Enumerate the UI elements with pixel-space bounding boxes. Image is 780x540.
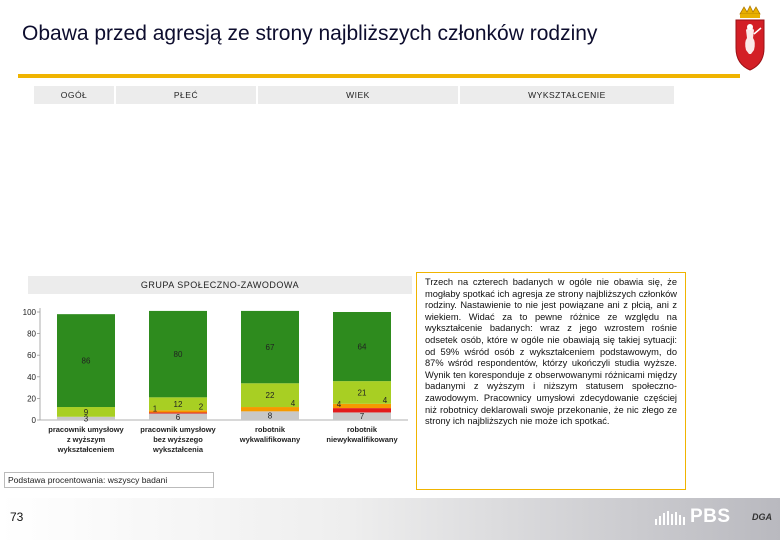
data-label: 21	[358, 388, 367, 397]
header-wyksztalcenie: WYKSZTAŁCENIE	[460, 86, 674, 104]
bar-segment	[149, 413, 207, 420]
bar-segment	[149, 410, 207, 413]
commentary-box: Trzech na czterech badanych w ogóle nie …	[416, 272, 686, 490]
bar-segment	[241, 310, 299, 384]
data-label: 3	[84, 414, 89, 423]
bar-segment	[57, 407, 115, 417]
category-label: pracownik umysłowy	[48, 425, 124, 434]
data-label: 22	[266, 391, 275, 400]
data-label: 4	[337, 400, 342, 409]
data-label: 9	[84, 408, 89, 417]
category-label: wykształcenia	[152, 445, 204, 454]
data-label: 67	[266, 343, 275, 352]
data-label: 2	[199, 402, 204, 411]
y-tick-label: 20	[27, 394, 36, 403]
bar-segment	[149, 412, 207, 414]
data-label: 6	[176, 413, 181, 422]
data-label: 80	[174, 350, 183, 359]
header-ogol: OGÓŁ	[34, 86, 114, 104]
category-label: niewykwalifikowany	[326, 435, 398, 444]
header-wiek: WIEK	[258, 86, 458, 104]
bar-segment	[57, 416, 115, 420]
footnote: Podstawa procentowania: wszyscy badani	[4, 472, 214, 488]
category-label: wykwalifikowany	[239, 435, 301, 444]
y-tick-label: 60	[27, 351, 36, 360]
header-plec: PŁEĆ	[116, 86, 256, 104]
page-number: 73	[10, 510, 24, 524]
bar-segment	[333, 312, 391, 382]
bar-segment	[241, 383, 299, 408]
coat-of-arms-icon	[735, 5, 765, 71]
header-grupa: GRUPA SPOŁECZNO-ZAWODOWA	[28, 276, 412, 294]
bar-segment	[333, 381, 391, 404]
category-label: wykształceniem	[57, 445, 115, 454]
bar-segment	[149, 397, 207, 411]
bar-segment	[333, 403, 391, 409]
bar-segment	[57, 314, 115, 408]
data-label: 4	[291, 399, 296, 408]
y-tick-label: 80	[27, 330, 36, 339]
footer-band	[0, 498, 780, 540]
data-label: 1	[153, 404, 158, 413]
y-tick-label: 100	[23, 308, 37, 317]
category-label: bez wyższego	[153, 435, 203, 444]
bar-segment	[241, 407, 299, 412]
pbs-logo: PBS	[690, 506, 731, 527]
y-tick-label: 0	[32, 416, 37, 425]
y-tick-label: 40	[27, 373, 36, 382]
data-label: 64	[358, 343, 367, 352]
bar-segment	[333, 408, 391, 413]
data-label: 12	[174, 400, 183, 409]
category-label: robotnik	[347, 425, 378, 434]
category-label: z wyższym	[67, 435, 106, 444]
category-label: pracownik umysłowy	[140, 425, 216, 434]
title-underline	[18, 74, 740, 78]
data-label: 4	[383, 396, 388, 405]
category-label: robotnik	[255, 425, 286, 434]
logo-bars-icon	[655, 511, 685, 525]
bar-segment	[333, 412, 391, 420]
bar-segment	[149, 310, 207, 398]
page-title: Obawa przed agresją ze strony najbliższy…	[22, 22, 598, 45]
dga-logo: DGA	[752, 512, 772, 522]
bar-segment	[241, 411, 299, 420]
data-label: 7	[360, 412, 365, 421]
data-label: 86	[82, 357, 91, 366]
data-label: 8	[268, 412, 273, 421]
